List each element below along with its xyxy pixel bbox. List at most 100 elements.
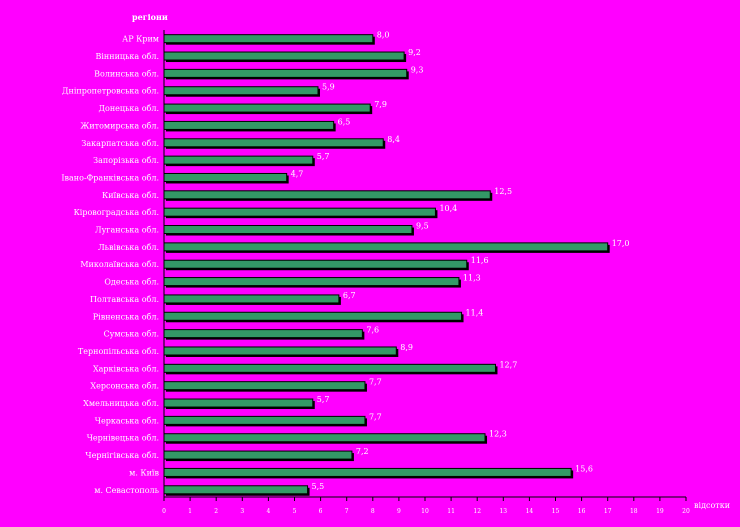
category-label: Рівненська обл. bbox=[93, 312, 159, 321]
value-label: 7,7 bbox=[369, 412, 382, 421]
category-label: Тернопільська обл. bbox=[78, 347, 159, 356]
bar bbox=[163, 155, 314, 165]
bar bbox=[163, 415, 366, 425]
value-label: 12,3 bbox=[489, 430, 507, 439]
bar bbox=[163, 381, 366, 391]
value-label: 8,0 bbox=[377, 31, 390, 40]
x-tick-label: 19 bbox=[656, 508, 664, 515]
x-tick-label: 16 bbox=[578, 508, 586, 515]
value-label: 5,7 bbox=[317, 395, 330, 404]
bar bbox=[163, 277, 460, 287]
x-tick-label: 11 bbox=[447, 508, 455, 515]
value-label: 5,7 bbox=[317, 152, 330, 161]
bar bbox=[163, 311, 463, 321]
x-tick-label: 3 bbox=[240, 508, 244, 515]
value-label: 15,6 bbox=[575, 464, 593, 473]
value-label: 17,0 bbox=[612, 239, 630, 248]
category-label: Дніпропетровська обл. bbox=[62, 87, 159, 96]
value-label: 7,2 bbox=[356, 447, 369, 456]
bar bbox=[163, 34, 374, 44]
category-label: Одеська обл. bbox=[104, 278, 159, 287]
category-label: Київська обл. bbox=[102, 191, 159, 200]
x-tick-label: 14 bbox=[526, 508, 534, 515]
x-tick-label: 18 bbox=[630, 508, 638, 515]
value-label: 6,5 bbox=[338, 117, 351, 126]
x-tick-label: 1 bbox=[188, 508, 192, 515]
bar bbox=[163, 190, 491, 200]
x-tick-label: 9 bbox=[397, 508, 401, 515]
category-label: Чернівецька обл. bbox=[87, 434, 159, 443]
x-tick-label: 8 bbox=[371, 508, 375, 515]
value-label: 9,2 bbox=[408, 48, 421, 57]
bar bbox=[163, 294, 340, 304]
x-axis-title: відсотки bbox=[694, 501, 730, 510]
x-tick-label: 15 bbox=[552, 508, 560, 515]
category-label: Кіровоградська обл. bbox=[74, 208, 159, 217]
category-label: м. Севастополь bbox=[94, 486, 159, 495]
value-label: 10,4 bbox=[439, 204, 457, 213]
x-tick-label: 6 bbox=[319, 508, 323, 515]
value-label: 6,7 bbox=[343, 291, 356, 300]
value-label: 8,9 bbox=[400, 343, 413, 352]
bar bbox=[163, 346, 397, 356]
bar bbox=[163, 138, 384, 148]
bar bbox=[163, 103, 371, 113]
bar bbox=[163, 485, 309, 495]
value-label: 4,7 bbox=[291, 169, 304, 178]
labels-layer: АР Крим 8,0 Вінницька обл. 9,2 Волинська обл… bbox=[61, 31, 629, 495]
category-label: Житомирська обл. bbox=[80, 121, 159, 130]
bar bbox=[163, 120, 335, 130]
value-label: 8,4 bbox=[387, 135, 400, 144]
bar bbox=[163, 207, 436, 217]
value-label: 9,3 bbox=[411, 65, 424, 74]
bar bbox=[163, 225, 413, 235]
category-label: Черкаська обл. bbox=[95, 416, 159, 425]
bar bbox=[163, 242, 609, 252]
category-label: Харківська обл. bbox=[93, 364, 159, 373]
category-label: Хмельницька обл. bbox=[83, 399, 159, 408]
ticks-layer: 0 1 2 3 4 5 6 7 8 9 10 11 12 13 14 15 16 17 18 19 20 bbox=[162, 497, 690, 515]
category-label: Сумська обл. bbox=[104, 330, 159, 339]
bar bbox=[163, 86, 319, 96]
bar bbox=[163, 433, 486, 443]
category-label: м. Київ bbox=[129, 468, 159, 477]
value-label: 11,4 bbox=[466, 308, 484, 317]
category-label: Закарпатська обл. bbox=[81, 139, 159, 148]
value-label: 11,6 bbox=[471, 256, 489, 265]
x-tick-label: 17 bbox=[604, 508, 612, 515]
category-label: Волинська обл. bbox=[94, 69, 159, 78]
category-label: Луганська обл. bbox=[95, 226, 159, 235]
y-axis-title: регіони bbox=[132, 12, 168, 22]
x-tick-label: 20 bbox=[682, 508, 690, 515]
value-label: 7,9 bbox=[374, 100, 387, 109]
bar bbox=[163, 51, 405, 61]
category-label: Запорізька обл. bbox=[93, 156, 159, 165]
x-tick-label: 12 bbox=[473, 508, 481, 515]
x-tick-label: 4 bbox=[266, 508, 270, 515]
bar bbox=[163, 450, 353, 460]
bar bbox=[163, 363, 496, 373]
category-label: Чернігівська обл. bbox=[85, 451, 159, 460]
category-label: Вінницька обл. bbox=[95, 52, 159, 61]
bar bbox=[163, 329, 363, 339]
category-label: Миколаївська обл. bbox=[80, 260, 159, 269]
value-label: 5,9 bbox=[322, 83, 335, 92]
category-label: Донецька обл. bbox=[99, 104, 159, 113]
x-tick-label: 7 bbox=[345, 508, 349, 515]
value-label: 9,5 bbox=[416, 222, 429, 231]
bar bbox=[163, 398, 314, 408]
value-label: 7,6 bbox=[366, 326, 379, 335]
x-tick-label: 10 bbox=[421, 508, 429, 515]
bar bbox=[163, 68, 408, 78]
category-label: АР Крим bbox=[122, 35, 159, 44]
bar bbox=[163, 172, 288, 182]
value-label: 5,5 bbox=[312, 482, 325, 491]
x-tick-label: 2 bbox=[214, 508, 218, 515]
category-label: Полтавська обл. bbox=[90, 295, 159, 304]
x-tick-label: 5 bbox=[293, 508, 297, 515]
x-tick-label: 0 bbox=[162, 508, 166, 515]
value-label: 11,3 bbox=[463, 274, 481, 283]
value-label: 12,7 bbox=[499, 360, 517, 369]
value-label: 7,7 bbox=[369, 378, 382, 387]
